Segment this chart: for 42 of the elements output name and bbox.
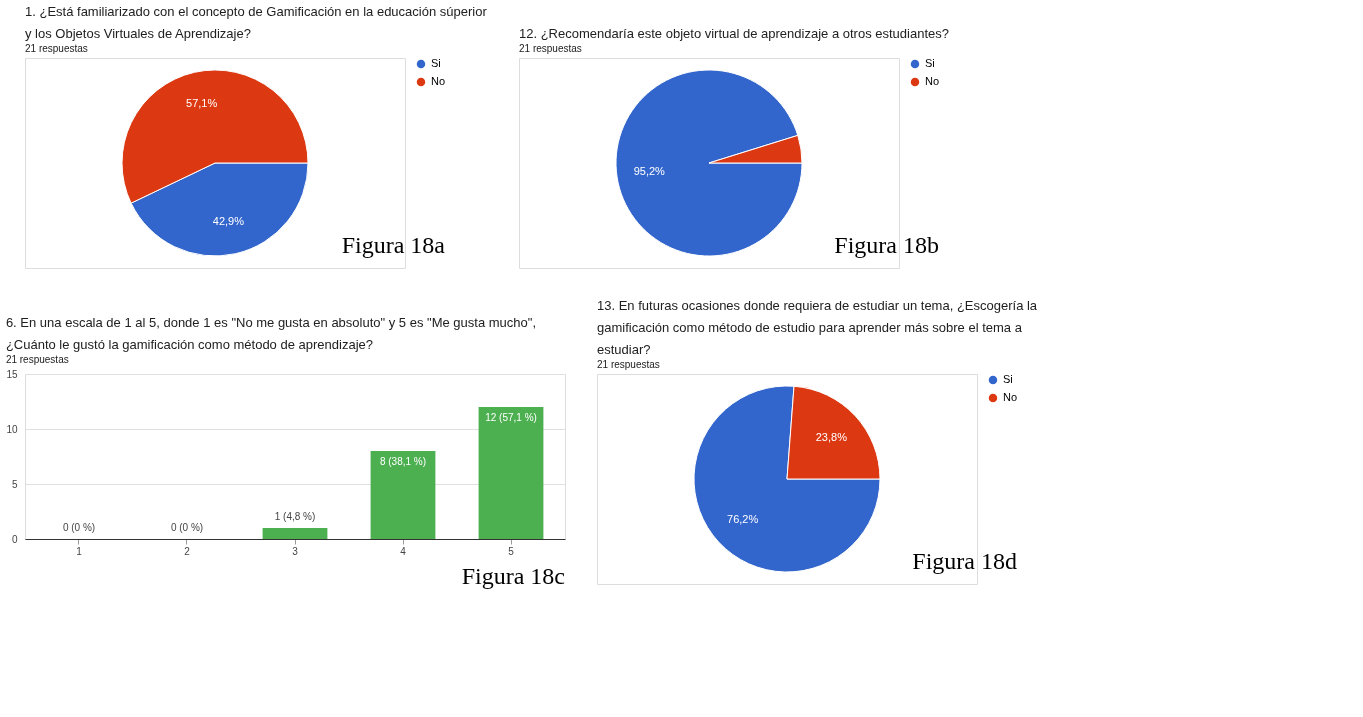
pie-slice [693,385,881,573]
text: Figura 18a [341,232,446,258]
legend-label: Si [431,57,441,69]
x-tick-label: 5 [508,545,515,557]
chart-subtitle: 21 respuestas [519,43,582,54]
y-tick-label: 5 [11,478,18,490]
legend-label: No [925,75,940,87]
chart-subtitle: 21 respuestas [5,354,69,365]
y-tick-label: 15 [6,368,18,380]
chart-subtitle: 21 respuestas [25,43,88,54]
data-label: 8 (38,1 %) [379,456,427,467]
pie-slice [615,69,803,257]
data-label: 42,9% [212,214,245,227]
legend-label: No [1003,391,1018,403]
bar [478,407,544,539]
data-label: 95,2% [633,165,666,178]
legend-label: No [431,75,446,87]
text: Figura 18d [912,548,1017,574]
data-label: 0 (0 %) [62,522,96,533]
data-label: 12 (57,1 %) [485,412,537,423]
data-label: 23,8% [815,430,848,443]
x-tick-label: 1 [76,545,83,557]
data-label: 76,2% [727,513,759,526]
chart-title: 12. ¿Recomendaría este objeto virtual de aprendizaje a otros estudiantes? [519,26,949,41]
legend-label: Si [925,57,935,69]
text: Figura 18c [461,563,565,589]
chart-title: 1. ¿Está familiarizado con el concepto de Gamificación en la educación súperior y los Objetos Virtuales de Aprendizaje? [25,4,488,41]
y-tick-label: 0 [11,533,18,545]
data-label: 1 (4,8 %) [274,511,316,522]
chart-subtitle: 21 respuestas [597,359,660,370]
x-tick-label: 2 [184,545,191,557]
x-tick-label: 4 [400,545,407,557]
y-tick-label: 10 [6,423,18,435]
data-label: 0 (0 %) [170,522,204,533]
chart-title: 6. En una escala de 1 al 5, donde 1 es "No me gusta en absoluto" y 5 es "Me gusta mucho", ¿Cuánto le gustó la gamificación como método de aprendizaje? [5,315,536,352]
text: Figura 18b [834,232,939,258]
legend-label: Si [1003,373,1013,385]
chart-title: 13. En futuras ocasiones donde requiera de estudiar un tema, ¿Escogería la gamificación como método de estudio para aprender más sobre el tema a estudiar? [597,298,1038,357]
bar [370,451,436,539]
x-tick-label: 3 [292,545,299,557]
bar [262,528,328,539]
data-label: 57,1% [186,97,218,110]
